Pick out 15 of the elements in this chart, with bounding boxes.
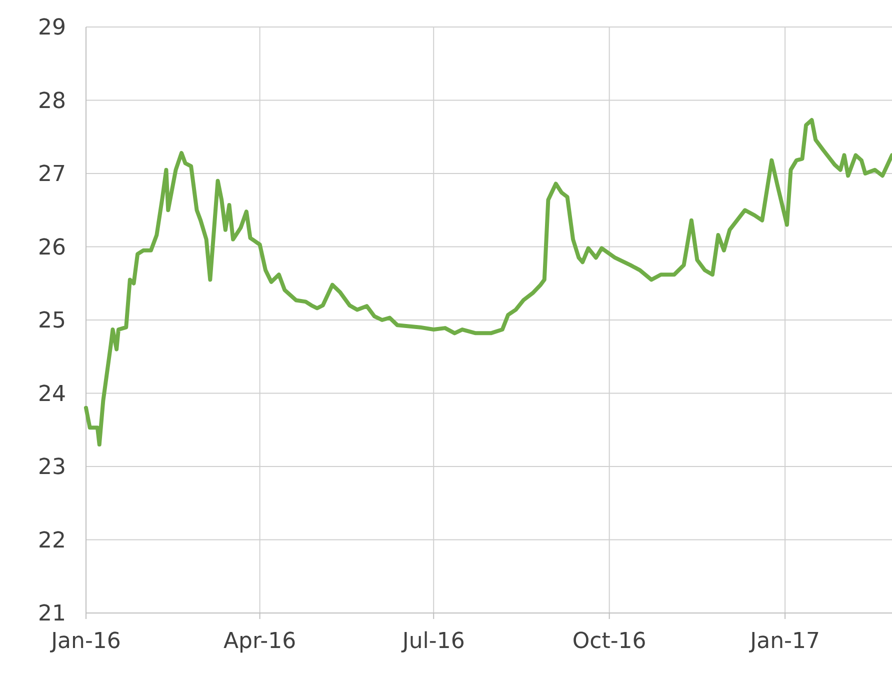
line-series (84, 118, 892, 447)
x-tick-label: Jul-16 (400, 629, 465, 654)
y-tick-label: 28 (38, 88, 66, 114)
x-tick-label: Apr-16 (224, 629, 296, 654)
x-tick-label: Oct-16 (572, 629, 646, 654)
y-tick-label: 24 (38, 382, 66, 407)
y-tick-label: 21 (38, 602, 66, 627)
x-tick-label: Jan-17 (748, 629, 820, 654)
y-tick-label: 23 (38, 455, 66, 480)
y-tick-label: 29 (38, 16, 66, 41)
y-tick-label: 27 (38, 162, 66, 188)
y-tick-label: 25 (38, 308, 66, 334)
y-tick-label: 26 (38, 235, 66, 260)
x-tick-label: Jan-16 (49, 629, 121, 654)
y-tick-label: 22 (38, 528, 66, 554)
